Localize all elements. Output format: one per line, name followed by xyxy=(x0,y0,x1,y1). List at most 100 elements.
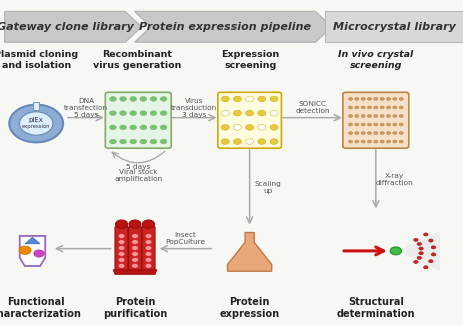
Circle shape xyxy=(373,98,377,100)
Text: 5 days: 5 days xyxy=(126,164,150,170)
Text: Protein expression pipeline: Protein expression pipeline xyxy=(139,22,310,32)
Circle shape xyxy=(19,246,31,254)
Text: Insect
PopCulture: Insect PopCulture xyxy=(165,232,205,245)
Circle shape xyxy=(398,140,402,143)
Circle shape xyxy=(360,106,364,109)
Text: Gateway clone library: Gateway clone library xyxy=(0,22,133,32)
Circle shape xyxy=(233,124,241,130)
Circle shape xyxy=(119,97,126,101)
Circle shape xyxy=(130,139,136,144)
Circle shape xyxy=(360,114,364,117)
Circle shape xyxy=(160,111,167,115)
Circle shape xyxy=(140,125,146,130)
Circle shape xyxy=(245,110,253,116)
Circle shape xyxy=(109,111,116,115)
Polygon shape xyxy=(134,11,331,42)
Polygon shape xyxy=(324,11,463,42)
Circle shape xyxy=(118,234,125,238)
Text: Virus
transduction
3 days: Virus transduction 3 days xyxy=(171,98,217,118)
Circle shape xyxy=(389,247,400,255)
Circle shape xyxy=(150,125,156,130)
Text: Expression
screening: Expression screening xyxy=(221,50,279,70)
Circle shape xyxy=(367,106,371,109)
Circle shape xyxy=(19,112,53,135)
Circle shape xyxy=(392,132,396,135)
Circle shape xyxy=(269,110,277,116)
Circle shape xyxy=(221,110,229,116)
Text: pIEx: pIEx xyxy=(29,117,44,123)
Circle shape xyxy=(398,106,402,109)
Circle shape xyxy=(130,111,136,115)
Circle shape xyxy=(413,238,417,241)
Circle shape xyxy=(221,139,229,144)
Circle shape xyxy=(379,98,383,100)
Circle shape xyxy=(109,97,116,101)
Circle shape xyxy=(373,132,377,135)
Circle shape xyxy=(245,139,253,144)
FancyBboxPatch shape xyxy=(218,92,281,148)
Text: Functional
characterization: Functional characterization xyxy=(0,297,81,319)
Circle shape xyxy=(373,123,377,126)
Circle shape xyxy=(269,96,277,102)
Circle shape xyxy=(367,123,371,126)
Circle shape xyxy=(379,123,383,126)
Circle shape xyxy=(145,246,151,250)
Circle shape xyxy=(398,98,402,100)
Circle shape xyxy=(398,114,402,117)
Circle shape xyxy=(150,111,156,115)
Circle shape xyxy=(142,220,154,228)
Circle shape xyxy=(379,140,383,143)
Circle shape xyxy=(118,264,125,268)
Circle shape xyxy=(392,114,396,117)
Circle shape xyxy=(118,246,125,250)
Circle shape xyxy=(398,123,402,126)
Circle shape xyxy=(257,110,265,116)
Circle shape xyxy=(386,114,390,117)
Circle shape xyxy=(118,258,125,262)
Circle shape xyxy=(386,98,390,100)
Circle shape xyxy=(418,252,423,255)
Circle shape xyxy=(392,123,396,126)
Circle shape xyxy=(221,124,229,130)
Circle shape xyxy=(430,246,435,249)
Text: Structural
determination: Structural determination xyxy=(336,297,414,319)
Text: Recombinant
virus generation: Recombinant virus generation xyxy=(93,50,181,70)
Circle shape xyxy=(360,132,364,135)
Circle shape xyxy=(428,239,432,242)
Circle shape xyxy=(160,97,167,101)
Circle shape xyxy=(130,97,136,101)
Polygon shape xyxy=(113,270,130,274)
Text: expression: expression xyxy=(22,124,50,129)
Circle shape xyxy=(354,140,358,143)
Circle shape xyxy=(386,123,390,126)
Circle shape xyxy=(150,139,156,144)
Circle shape xyxy=(9,105,63,142)
Circle shape xyxy=(118,252,125,256)
FancyBboxPatch shape xyxy=(128,227,141,271)
Circle shape xyxy=(423,233,427,236)
Circle shape xyxy=(373,106,377,109)
Circle shape xyxy=(145,264,151,268)
Circle shape xyxy=(379,114,383,117)
Circle shape xyxy=(109,139,116,144)
Circle shape xyxy=(423,266,427,269)
Circle shape xyxy=(348,114,352,117)
Circle shape xyxy=(257,139,265,144)
Circle shape xyxy=(386,132,390,135)
Circle shape xyxy=(160,125,167,130)
Circle shape xyxy=(129,220,141,228)
Circle shape xyxy=(367,140,371,143)
Circle shape xyxy=(379,132,383,135)
Circle shape xyxy=(145,258,151,262)
Circle shape xyxy=(131,234,138,238)
Circle shape xyxy=(348,106,352,109)
Circle shape xyxy=(416,256,421,259)
Circle shape xyxy=(367,114,371,117)
Circle shape xyxy=(354,132,358,135)
Circle shape xyxy=(145,252,151,256)
Text: SONICC
detection: SONICC detection xyxy=(294,101,329,114)
Circle shape xyxy=(145,240,151,244)
Circle shape xyxy=(367,98,371,100)
Circle shape xyxy=(34,250,44,257)
Circle shape xyxy=(257,124,265,130)
